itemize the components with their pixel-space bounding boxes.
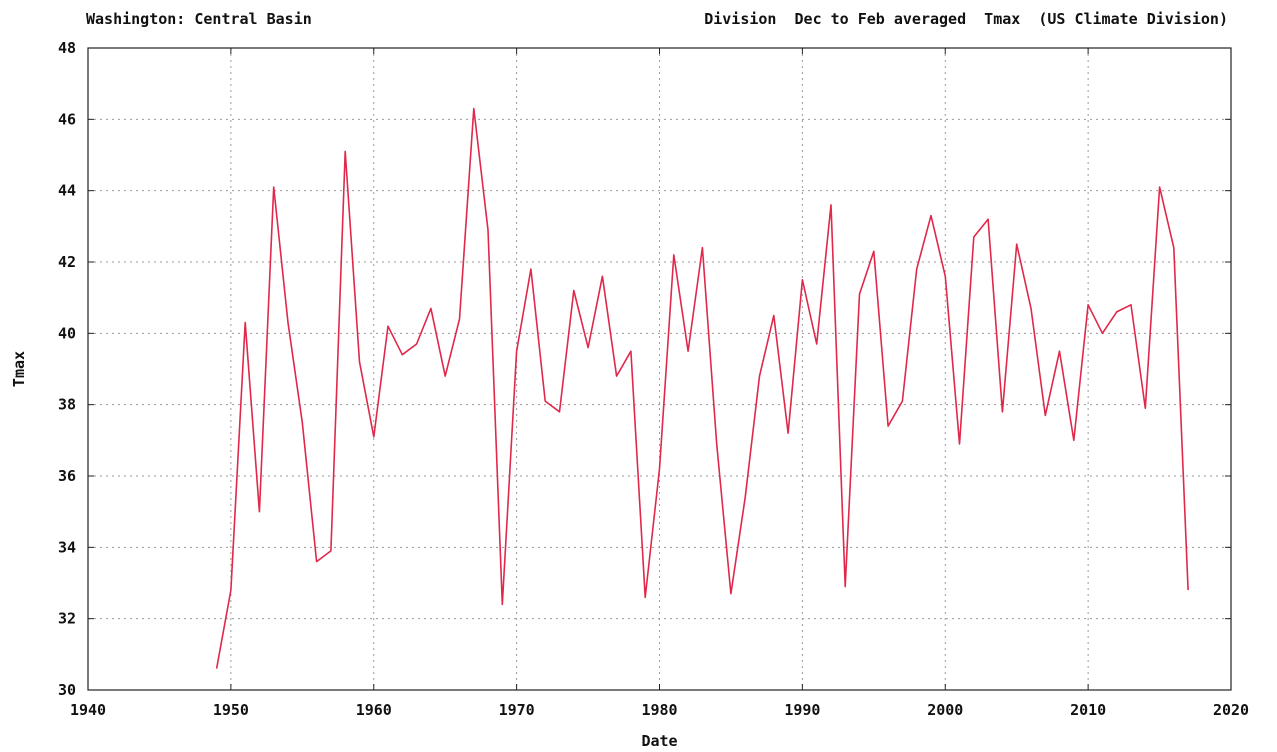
series-layer xyxy=(215,107,1189,669)
x-tick-label: 1980 xyxy=(641,701,677,719)
x-tick-label: 2000 xyxy=(927,701,963,719)
y-tick-label: 42 xyxy=(58,253,76,271)
y-tick-label: 30 xyxy=(58,681,76,699)
chart-subtitle: Division Dec to Feb averaged Tmax (US Cl… xyxy=(704,10,1228,28)
x-tick-label: 1950 xyxy=(213,701,249,719)
gridlines xyxy=(88,48,1231,690)
x-tick-label: 1940 xyxy=(70,701,106,719)
chart-title: Washington: Central Basin xyxy=(86,10,312,28)
y-axis-label: Tmax xyxy=(10,351,28,387)
y-axis-ticks: 30 32 34 36 38 40 42 44 46 48 xyxy=(58,39,1231,699)
x-axis-label: Date xyxy=(641,732,677,750)
y-tick-label: 36 xyxy=(58,467,76,485)
y-tick-label: 32 xyxy=(58,610,76,628)
y-tick-label: 34 xyxy=(58,538,76,556)
x-axis-ticks: 1940 1950 1960 1970 1980 1990 2000 2010 2020 xyxy=(70,48,1249,719)
y-tick-label: 46 xyxy=(58,110,76,128)
x-tick-label: 1960 xyxy=(356,701,392,719)
y-tick-label: 44 xyxy=(58,182,76,200)
x-tick-label: 1970 xyxy=(499,701,535,719)
y-tick-label: 48 xyxy=(58,39,76,57)
x-tick-label: 1990 xyxy=(784,701,820,719)
y-tick-label: 40 xyxy=(58,324,76,342)
x-tick-label: 2010 xyxy=(1070,701,1106,719)
series-line xyxy=(215,107,1189,669)
x-tick-label: 2020 xyxy=(1213,701,1249,719)
y-tick-label: 38 xyxy=(58,396,76,414)
